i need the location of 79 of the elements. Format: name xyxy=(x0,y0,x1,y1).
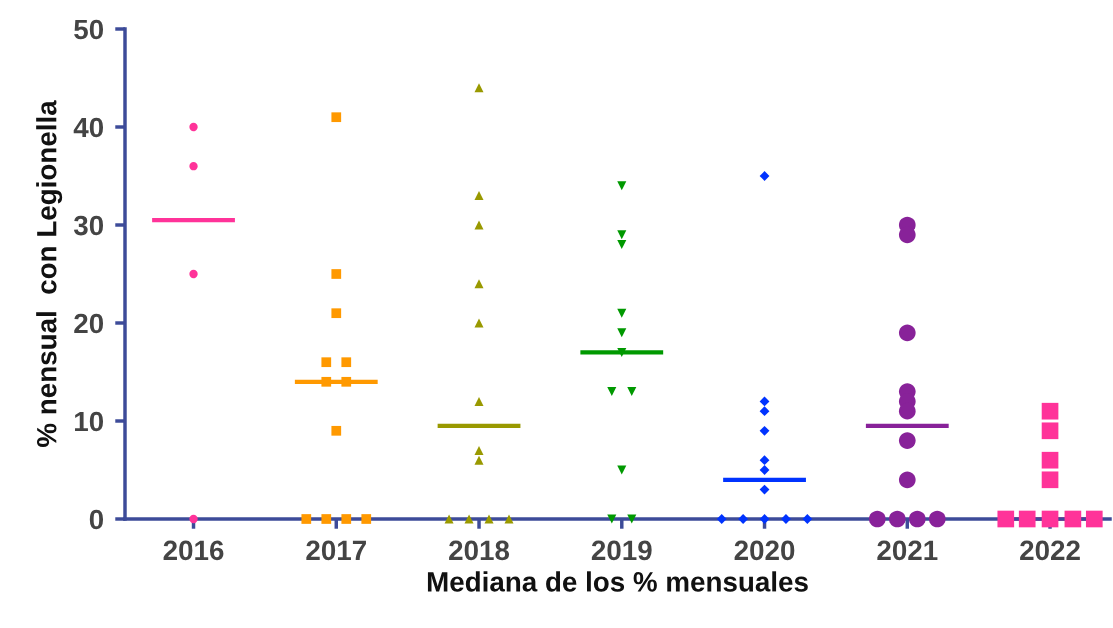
point xyxy=(474,220,484,230)
point xyxy=(444,514,454,524)
point xyxy=(474,279,484,289)
point xyxy=(341,357,352,368)
y-tick-label: 0 xyxy=(89,509,104,530)
point xyxy=(759,396,770,407)
point xyxy=(898,324,916,342)
x-tick-label: 2017 xyxy=(306,540,366,561)
point xyxy=(1041,510,1059,528)
point xyxy=(1041,451,1059,469)
point xyxy=(474,396,484,406)
x-tick-label: 2019 xyxy=(591,540,652,561)
point xyxy=(331,308,342,319)
point xyxy=(189,122,198,132)
point xyxy=(1041,471,1059,489)
point xyxy=(898,471,916,489)
point xyxy=(617,328,627,338)
point xyxy=(759,455,770,466)
point xyxy=(1018,510,1036,528)
x-tick-label: 2016 xyxy=(163,540,224,561)
point xyxy=(716,514,727,524)
point xyxy=(504,514,514,524)
point xyxy=(1041,422,1059,440)
point xyxy=(474,191,484,201)
point xyxy=(1085,510,1103,528)
point xyxy=(759,484,770,495)
point xyxy=(331,269,342,279)
point xyxy=(898,432,916,449)
point xyxy=(464,514,474,524)
point xyxy=(908,510,926,528)
y-tick-label: 50 xyxy=(74,19,104,40)
y-axis-title: % nensual con Legionella xyxy=(36,100,63,447)
y-tick-label: 40 xyxy=(73,117,104,138)
point xyxy=(617,230,627,240)
point xyxy=(474,455,484,465)
point xyxy=(474,83,484,93)
point xyxy=(738,514,749,524)
point xyxy=(888,510,906,528)
point xyxy=(868,510,886,528)
point xyxy=(341,376,352,387)
point xyxy=(607,387,617,397)
point xyxy=(759,514,770,524)
point xyxy=(759,406,770,417)
point xyxy=(627,514,637,524)
point xyxy=(474,318,484,328)
y-tick-label: 30 xyxy=(73,215,104,236)
point xyxy=(607,514,617,524)
point xyxy=(341,514,352,524)
y-tick-label: 10 xyxy=(75,411,104,432)
y-tick-label: 20 xyxy=(74,313,104,334)
point xyxy=(627,387,637,397)
x-tick-label: 2020 xyxy=(734,540,795,561)
x-axis-title: Mediana de los % mensuales xyxy=(427,571,808,592)
point xyxy=(331,112,342,123)
point xyxy=(321,376,332,387)
x-tick-label: 2018 xyxy=(449,540,510,561)
point xyxy=(189,162,198,171)
x-tick-label: 2021 xyxy=(877,540,938,561)
point xyxy=(759,171,770,181)
point xyxy=(759,465,770,475)
point xyxy=(617,240,627,250)
point xyxy=(331,425,342,436)
point xyxy=(321,357,332,368)
point xyxy=(1041,402,1059,420)
point xyxy=(189,514,198,524)
point xyxy=(802,514,813,524)
point xyxy=(928,510,946,528)
point xyxy=(997,510,1015,528)
point xyxy=(617,465,627,475)
point xyxy=(484,514,494,524)
point xyxy=(321,514,332,524)
point xyxy=(361,514,372,524)
point xyxy=(617,181,627,191)
point xyxy=(301,514,312,524)
point xyxy=(759,425,770,436)
point xyxy=(474,445,484,455)
x-tick-label: 2022 xyxy=(1020,540,1080,561)
point xyxy=(189,269,198,279)
point xyxy=(1064,510,1082,528)
